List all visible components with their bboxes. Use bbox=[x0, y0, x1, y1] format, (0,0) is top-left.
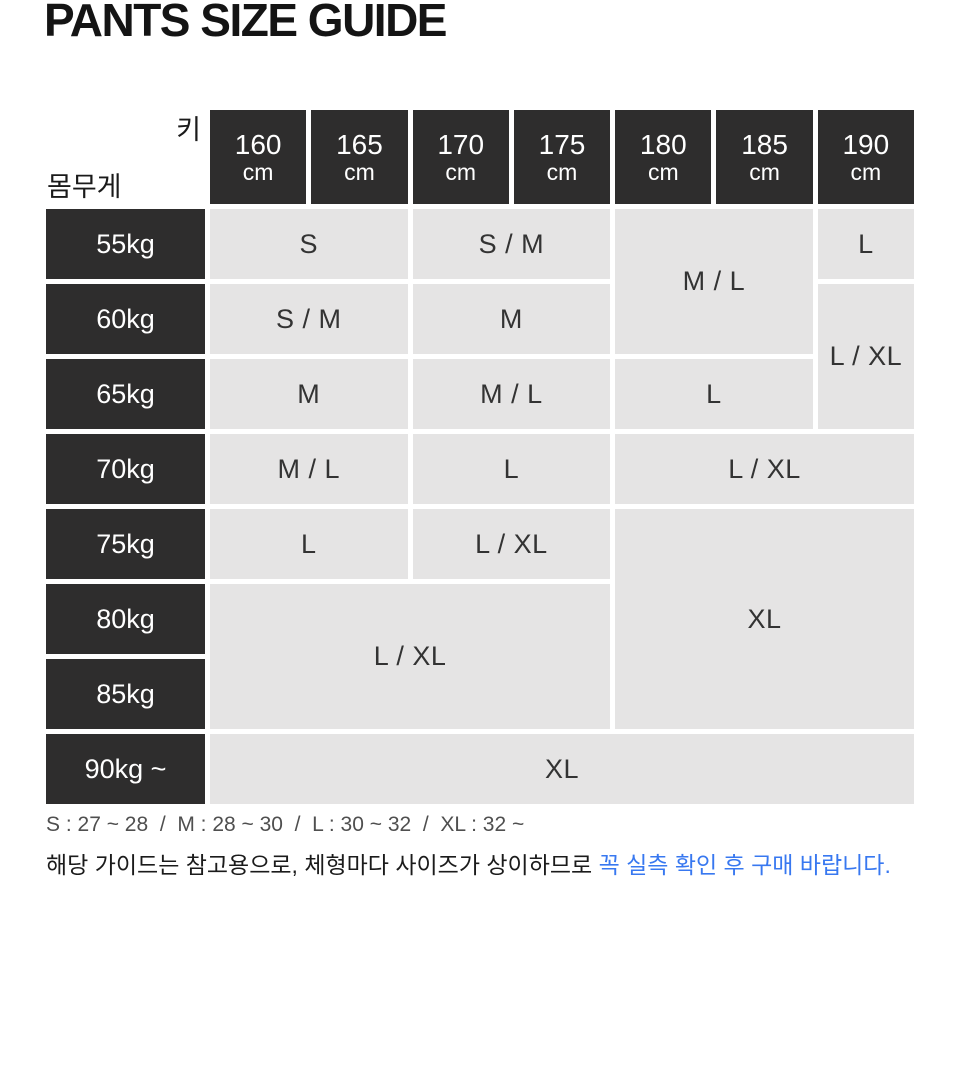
height-value: 160 bbox=[234, 128, 282, 160]
size-cell: XL bbox=[210, 734, 914, 804]
height-unit: cm bbox=[749, 158, 780, 185]
size-cell: L bbox=[817, 209, 914, 279]
weight-header-60kg: 60kg bbox=[46, 284, 205, 354]
height-header-165cm: 165 cm bbox=[311, 110, 408, 204]
height-unit: cm bbox=[647, 158, 679, 185]
weight-axis-label: 몸무게 bbox=[47, 172, 122, 202]
height-value: 185 bbox=[741, 128, 788, 160]
height-header-180cm: 180 cm bbox=[615, 110, 712, 204]
size-cell: L bbox=[412, 434, 611, 504]
notice-text: 해당 가이드는 참고용으로, 체형마다 사이즈가 상이하므로 bbox=[46, 852, 599, 878]
weight-header-80kg: 80kg bbox=[46, 584, 205, 654]
size-cell: M bbox=[412, 284, 611, 354]
height-value: 175 bbox=[538, 128, 586, 160]
size-cell: M / L bbox=[210, 434, 408, 504]
height-axis-label: 키 bbox=[176, 115, 201, 145]
height-value: 190 bbox=[842, 128, 890, 160]
height-unit: cm bbox=[850, 158, 882, 185]
height-value: 180 bbox=[639, 128, 687, 160]
height-unit: cm bbox=[344, 158, 375, 185]
page-title: PANTS SIZE GUIDE bbox=[44, 0, 447, 46]
size-cell: S / M bbox=[412, 209, 611, 279]
size-cell: L / XL bbox=[615, 434, 914, 504]
height-value: 170 bbox=[437, 128, 485, 160]
size-cell: L / XL bbox=[412, 509, 611, 579]
size-cell: L / XL bbox=[210, 584, 611, 729]
height-header-185cm: 185 cm bbox=[716, 110, 813, 204]
weight-header-75kg: 75kg bbox=[46, 509, 205, 579]
height-value: 165 bbox=[336, 128, 383, 160]
height-header-190cm: 190 cm bbox=[817, 110, 914, 204]
size-cell: XL bbox=[615, 509, 914, 729]
weight-header-85kg: 85kg bbox=[46, 659, 205, 729]
size-cell: L bbox=[615, 359, 813, 429]
weight-header-90kg: 90kg ~ bbox=[46, 734, 205, 804]
height-unit: cm bbox=[445, 158, 477, 185]
height-header-175cm: 175 cm bbox=[513, 110, 611, 204]
height-header-170cm: 170 cm bbox=[412, 110, 509, 204]
size-cell: M / L bbox=[412, 359, 611, 429]
size-cell: S / M bbox=[210, 284, 408, 354]
height-header-160cm: 160 cm bbox=[210, 110, 307, 204]
height-unit: cm bbox=[242, 158, 274, 185]
weight-header-65kg: 65kg bbox=[46, 359, 205, 429]
size-cell: L / XL bbox=[817, 284, 914, 429]
size-guide-table: 키 몸무게 160 cm 165 cm 170 cm 175 cm 180 cm… bbox=[46, 110, 914, 804]
table-corner-cell: 키 몸무게 bbox=[46, 110, 205, 204]
size-cell: S bbox=[210, 209, 408, 279]
size-cell: M / L bbox=[615, 209, 813, 354]
height-unit: cm bbox=[546, 158, 578, 185]
size-cell: L bbox=[210, 509, 408, 579]
size-range-legend: S : 27 ~ 28 / M : 28 ~ 30 / L : 30 ~ 32 … bbox=[46, 813, 525, 836]
weight-header-55kg: 55kg bbox=[46, 209, 205, 279]
weight-header-70kg: 70kg bbox=[46, 434, 205, 504]
notice-highlight: 꼭 실측 확인 후 구매 바랍니다. bbox=[598, 852, 891, 878]
size-cell: M bbox=[210, 359, 408, 429]
purchase-notice: 해당 가이드는 참고용으로, 체형마다 사이즈가 상이하므로 꼭 실측 확인 후… bbox=[46, 846, 891, 880]
